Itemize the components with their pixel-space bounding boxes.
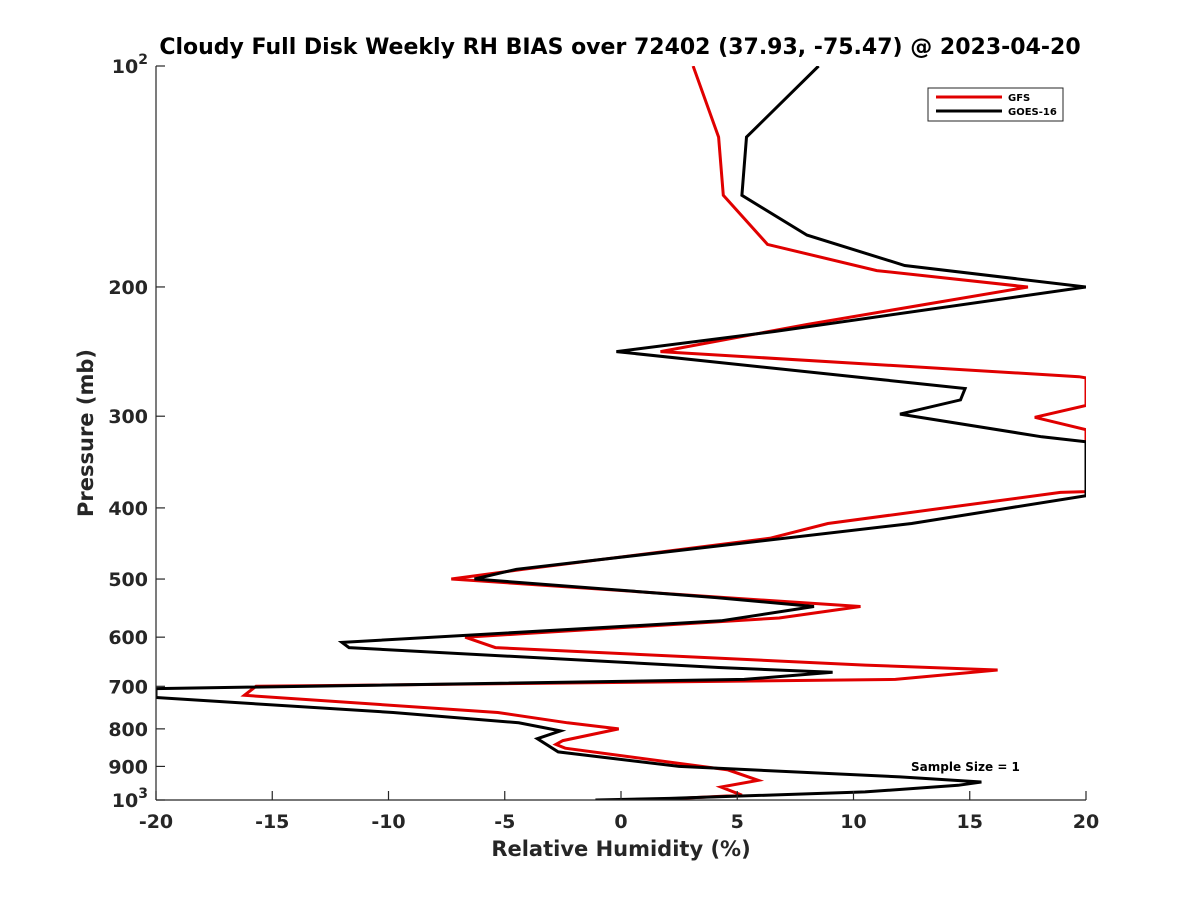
x-tick-label: -10 bbox=[371, 811, 405, 833]
y-tick-label: 900 bbox=[108, 756, 148, 778]
y-tick-label-base: 400 bbox=[108, 498, 148, 520]
y-tick-label: 200 bbox=[108, 277, 148, 299]
y-tick-label-base: 900 bbox=[108, 756, 148, 778]
y-tick-label-exponent: 3 bbox=[138, 786, 148, 802]
legend-label-gfs: GFS bbox=[1008, 93, 1030, 104]
x-tick-label: -15 bbox=[255, 811, 289, 833]
x-tick-label: 20 bbox=[1073, 811, 1099, 833]
y-tick-label: 600 bbox=[108, 627, 148, 649]
y-tick-label: 800 bbox=[108, 719, 148, 741]
x-ticks: -20 -15 -10 -5 0 5 10 15 20 bbox=[139, 791, 1099, 833]
x-tick-label: 0 bbox=[614, 811, 627, 833]
x-tick-label: -20 bbox=[139, 811, 173, 833]
x-tick-label: 15 bbox=[957, 811, 983, 833]
sample-size-annotation: Sample Size = 1 bbox=[911, 760, 1020, 774]
x-tick-label: -5 bbox=[494, 811, 515, 833]
y-tick-label-base: 600 bbox=[108, 627, 148, 649]
y-tick-label-base: 500 bbox=[108, 569, 148, 591]
x-axis-label: Relative Humidity (%) bbox=[491, 837, 750, 861]
series-line-goes16 bbox=[156, 66, 1086, 800]
x-tick-label: 10 bbox=[840, 811, 866, 833]
y-tick-label: 103 bbox=[112, 786, 148, 812]
y-tick-label-base: 10 bbox=[112, 790, 138, 812]
y-axis-label: Pressure (mb) bbox=[74, 349, 98, 517]
chart-title: Cloudy Full Disk Weekly RH BIAS over 724… bbox=[159, 35, 1080, 60]
y-tick-label-base: 700 bbox=[108, 676, 148, 698]
legend-box bbox=[927, 87, 1064, 122]
legend-label-goes16: GOES-16 bbox=[1008, 107, 1057, 118]
y-tick-label-base: 10 bbox=[112, 56, 138, 78]
y-tick-label-exponent: 2 bbox=[138, 52, 148, 68]
y-tick-label: 500 bbox=[108, 569, 148, 591]
y-tick-label: 400 bbox=[108, 498, 148, 520]
series-layer bbox=[156, 66, 1086, 800]
y-tick-label-base: 200 bbox=[108, 277, 148, 299]
series-line-gfs bbox=[240, 66, 1086, 800]
x-tick-label: 5 bbox=[731, 811, 744, 833]
y-tick-label-base: 800 bbox=[108, 719, 148, 741]
legend: GFS GOES-16 bbox=[927, 87, 1064, 122]
y-tick-label: 102 bbox=[112, 52, 148, 78]
y-tick-label: 300 bbox=[108, 406, 148, 428]
y-tick-label-base: 300 bbox=[108, 406, 148, 428]
y-tick-label: 700 bbox=[108, 676, 148, 698]
